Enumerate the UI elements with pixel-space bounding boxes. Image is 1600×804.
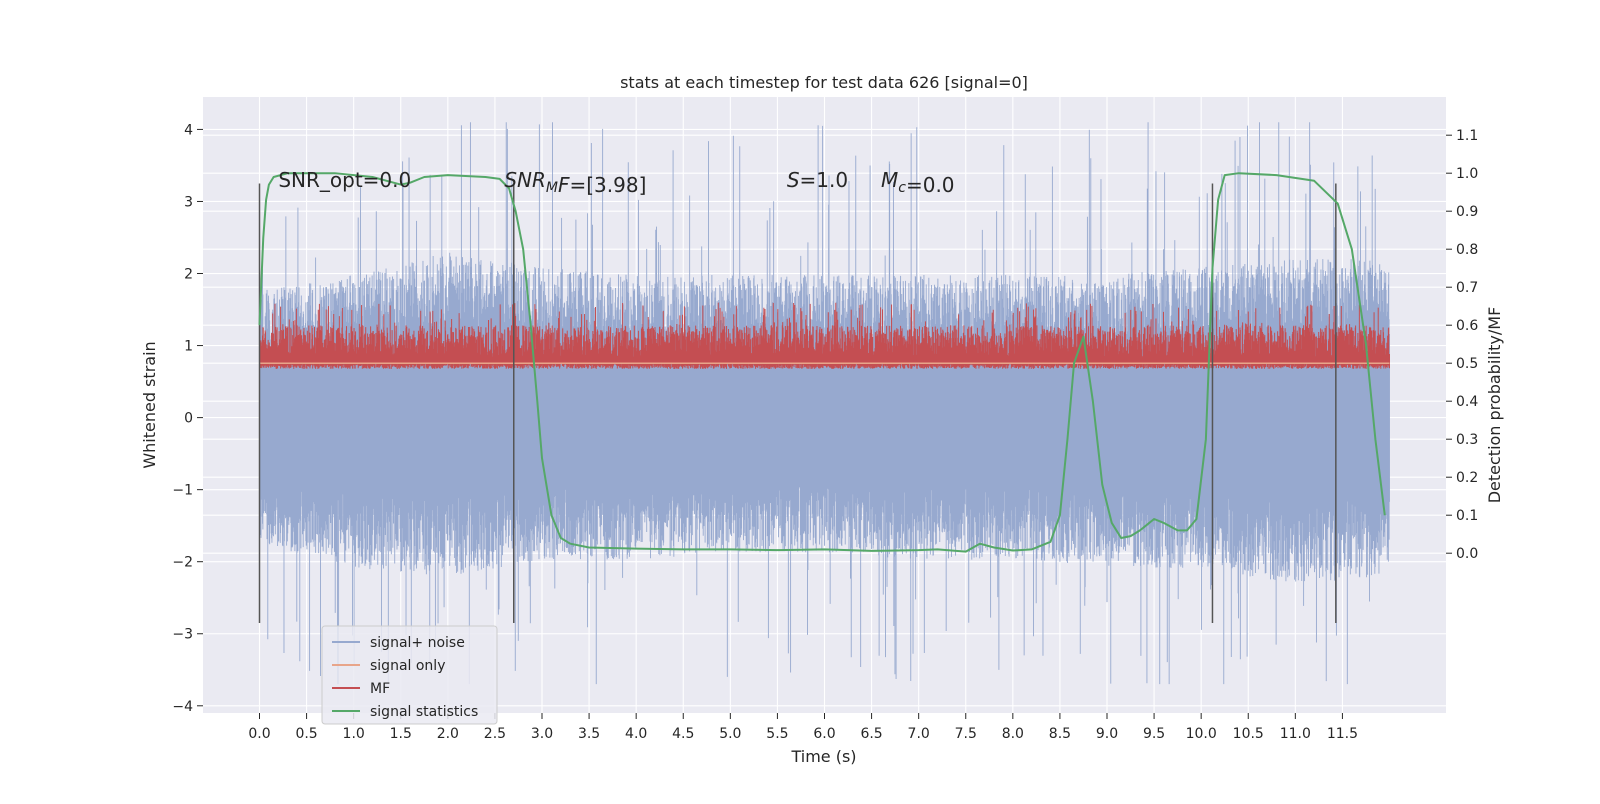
y-tick-label: 2 (184, 267, 193, 283)
legend-label: signal only (370, 658, 445, 674)
y2-axis-label: Detection probability/MF (1485, 307, 1504, 504)
x-tick-label: 2.0 (437, 726, 459, 742)
x-tick-label: 7.5 (955, 726, 977, 742)
series-signal-statistics (258, 172, 1386, 553)
y2-tick-label: 0.7 (1456, 280, 1478, 296)
legend-label: MF (370, 681, 390, 697)
y-tick-label: 4 (184, 122, 193, 138)
y2-tick-label: 0.3 (1456, 432, 1478, 448)
x-tick-label: 5.5 (766, 726, 788, 742)
annotation: SNRMF=[3.98] (504, 168, 646, 197)
x-tick-label: 5.0 (719, 726, 741, 742)
x-tick-label: 9.0 (1096, 726, 1118, 742)
y2-axis-ticks: 0.0 0.1 0.2 0.3 0.4 0.5 0.6 0.7 0.8 0.9 1.0 1.1 (1446, 128, 1478, 562)
legend-box (321, 625, 498, 725)
legend-label: signal+ noise (370, 635, 465, 651)
x-tick-label: 11.5 (1327, 726, 1358, 742)
x-tick-label: 1.0 (343, 726, 365, 742)
y2-tick-label: 0.1 (1456, 508, 1478, 524)
annotations: SNR_opt=0.0 SNRMF=[3.98] S=1.0 Mc=0.0 (278, 168, 954, 197)
series-line-signal-statistics (258, 172, 1386, 553)
y-tick-label: 0 (184, 411, 193, 427)
x-tick-label: 9.5 (1143, 726, 1165, 742)
x-axis-ticks: 0.0 0.5 1.0 1.5 2.0 2.5 3.0 3.5 4.0 4.5 5.0 5.5 6.0 6… (248, 713, 1358, 742)
y2-tick-label: 1.1 (1456, 128, 1478, 144)
x-tick-label: 8.5 (1049, 726, 1071, 742)
x-tick-label: 0.5 (295, 726, 317, 742)
x-tick-label: 4.5 (672, 726, 694, 742)
y2-tick-label: 0.4 (1456, 394, 1478, 410)
x-tick-label: 6.5 (860, 726, 882, 742)
chart-title: stats at each timestep for test data 626… (620, 73, 1028, 92)
x-tick-label: 3.0 (531, 726, 553, 742)
y2-tick-label: 0.9 (1456, 204, 1478, 220)
x-tick-label: 3.5 (578, 726, 600, 742)
y-tick-label: 3 (184, 194, 193, 210)
legend: signal+ noise signal only MF signal statist… (321, 625, 498, 725)
annotation: Mc=0.0 (881, 168, 955, 197)
x-tick-label: 10.0 (1186, 726, 1217, 742)
x-tick-label: 2.5 (484, 726, 506, 742)
y-tick-label: −1 (172, 483, 193, 499)
x-tick-label: 4.0 (625, 726, 647, 742)
legend-label: signal statistics (370, 704, 478, 720)
x-tick-label: 7.0 (908, 726, 930, 742)
y-tick-label: −2 (172, 555, 193, 571)
x-tick-label: 0.0 (248, 726, 270, 742)
y-axis-ticks: −4 −3 −2 −1 0 1 2 3 4 (172, 122, 203, 715)
y2-tick-label: 0.0 (1456, 546, 1478, 562)
x-tick-label: 6.0 (813, 726, 835, 742)
y-tick-label: −4 (172, 699, 193, 715)
x-axis-label: Time (s) (790, 747, 856, 766)
y2-tick-label: 0.8 (1456, 242, 1478, 258)
annotation: SNR_opt=0.0 (278, 168, 411, 192)
y2-tick-label: 0.5 (1456, 356, 1478, 372)
y2-tick-label: 0.2 (1456, 470, 1478, 486)
y2-tick-label: 1.0 (1456, 166, 1478, 182)
y-tick-label: 1 (184, 339, 193, 355)
y2-tick-label: 0.6 (1456, 318, 1478, 334)
annotation: S=1.0 (787, 168, 848, 192)
y-tick-label: −3 (172, 627, 193, 643)
y-axis-label: Whitened strain (140, 341, 159, 468)
x-tick-label: 8.0 (1002, 726, 1024, 742)
x-tick-label: 11.0 (1280, 726, 1311, 742)
x-tick-label: 1.5 (390, 726, 412, 742)
x-tick-label: 10.5 (1233, 726, 1264, 742)
